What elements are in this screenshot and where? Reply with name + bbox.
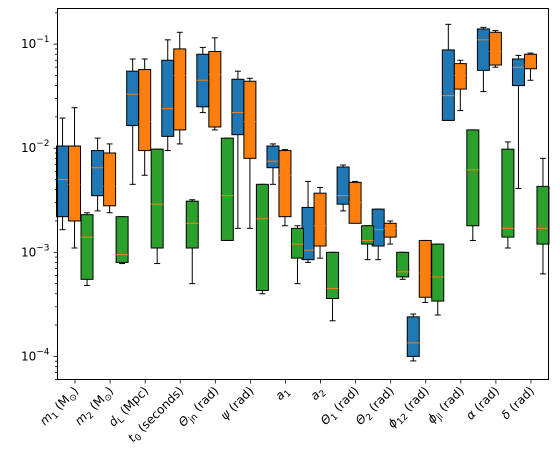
box-group bbox=[56, 117, 70, 231]
box-group bbox=[80, 212, 94, 286]
box-group bbox=[173, 31, 187, 145]
box-body bbox=[208, 50, 222, 128]
box-body bbox=[326, 251, 340, 300]
y-tick-label: 10−1 bbox=[21, 35, 50, 51]
box-body bbox=[441, 49, 455, 121]
box-group bbox=[406, 313, 420, 362]
box-group bbox=[278, 149, 292, 227]
axes-frame bbox=[57, 8, 549, 380]
box-body bbox=[336, 166, 350, 205]
box-group bbox=[466, 129, 480, 241]
box-group bbox=[453, 59, 467, 112]
box-body bbox=[418, 239, 432, 298]
box-body bbox=[220, 137, 234, 241]
box-body bbox=[313, 192, 327, 247]
box-group bbox=[126, 58, 140, 185]
box-group bbox=[396, 251, 410, 280]
box-group bbox=[103, 143, 117, 214]
y-tick-label: 10−2 bbox=[21, 139, 50, 155]
box-body bbox=[173, 48, 187, 131]
box-body bbox=[488, 31, 502, 66]
box-group bbox=[336, 164, 350, 212]
box-group bbox=[326, 251, 340, 322]
box-group bbox=[523, 52, 537, 81]
box-body bbox=[115, 216, 129, 263]
box-group bbox=[68, 107, 82, 249]
box-body bbox=[501, 148, 515, 238]
box-body bbox=[406, 316, 420, 357]
box-body bbox=[523, 53, 537, 70]
box-group bbox=[536, 157, 550, 275]
box-body bbox=[361, 225, 375, 245]
box-body bbox=[91, 150, 105, 197]
box-body bbox=[185, 200, 199, 249]
box-group bbox=[383, 220, 397, 245]
box-group bbox=[185, 199, 199, 285]
box-group bbox=[313, 186, 327, 259]
box-group bbox=[138, 58, 152, 176]
box-group bbox=[208, 37, 222, 131]
box-body bbox=[103, 152, 117, 207]
box-group bbox=[348, 180, 362, 224]
box-group bbox=[243, 77, 257, 229]
y-tick-label: 10−3 bbox=[21, 243, 50, 259]
box-body bbox=[453, 63, 467, 90]
box-group bbox=[511, 54, 525, 190]
box-group bbox=[501, 141, 515, 249]
box-body bbox=[150, 148, 164, 249]
x-tick-label: m1 (M⊙) bbox=[37, 384, 83, 430]
box-body bbox=[68, 145, 82, 222]
box-group bbox=[115, 216, 129, 265]
box-group bbox=[488, 30, 502, 68]
box-body bbox=[255, 183, 269, 291]
box-body bbox=[383, 222, 397, 238]
box-group bbox=[150, 148, 164, 265]
y-axis: 10−4 10−3 10−2 10−1 bbox=[21, 12, 58, 380]
box-body bbox=[278, 150, 292, 218]
box-body bbox=[56, 145, 70, 218]
box-group bbox=[220, 137, 234, 241]
box-body bbox=[431, 243, 445, 302]
box-group bbox=[361, 225, 375, 261]
box-body bbox=[231, 78, 245, 136]
box-body bbox=[511, 58, 525, 87]
box-body bbox=[138, 69, 152, 152]
box-body bbox=[290, 227, 304, 259]
box-group bbox=[91, 137, 105, 212]
box-body bbox=[126, 70, 140, 127]
box-body bbox=[476, 28, 490, 71]
box-body bbox=[243, 80, 257, 159]
box-body bbox=[396, 251, 410, 278]
box-body bbox=[161, 59, 175, 137]
box-body bbox=[536, 185, 550, 245]
box-body bbox=[80, 214, 94, 280]
box-body bbox=[266, 145, 280, 169]
box-body bbox=[466, 129, 480, 227]
box-group bbox=[196, 46, 210, 114]
box-group bbox=[255, 183, 269, 295]
box-group bbox=[418, 239, 432, 303]
y-tick-label: 10−4 bbox=[21, 347, 50, 363]
box-group bbox=[290, 225, 304, 285]
box-group bbox=[431, 243, 445, 316]
box-group bbox=[231, 70, 245, 229]
plot-area bbox=[56, 23, 550, 362]
